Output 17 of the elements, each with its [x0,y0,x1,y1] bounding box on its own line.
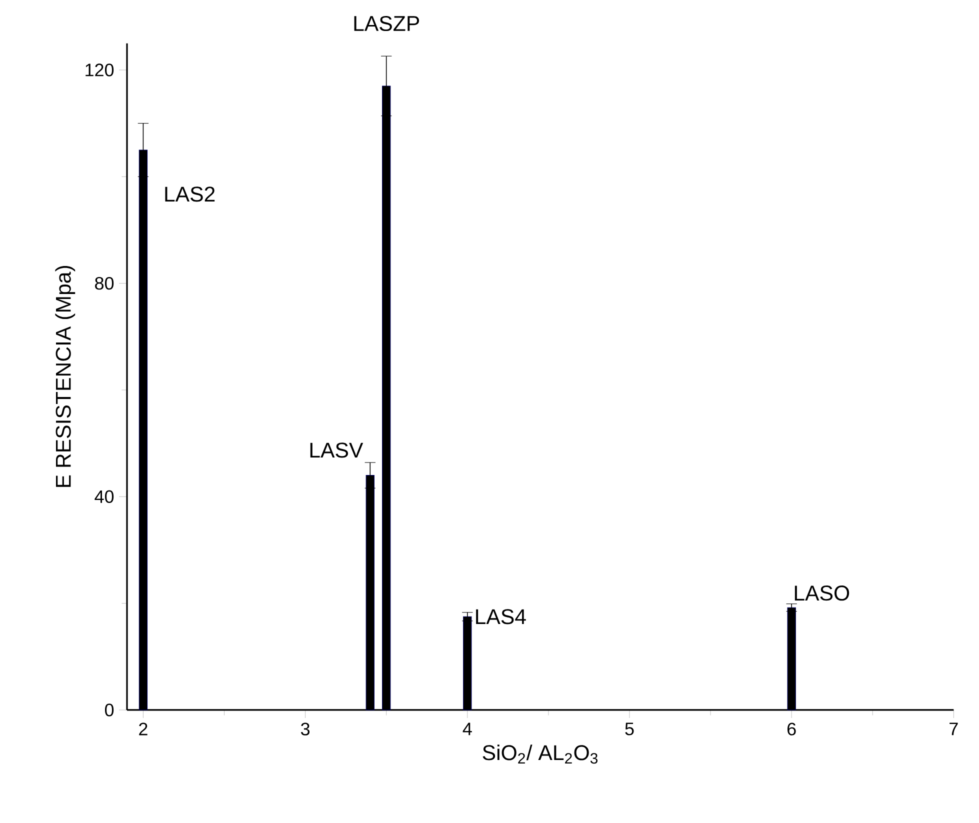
annotation: LAS4 [476,609,526,624]
x-axis-title: SiO$_{2}$/ AL$_{2}$O$_{3}$ [482,744,598,764]
annotation: LASO [794,586,850,601]
y-tick-label: 120 [86,64,114,76]
annotation: LASZP [354,16,420,32]
x-tick-label: 3 [300,722,310,736]
x-tick-label: 5 [625,722,634,736]
y-tick-label: 0 [104,704,114,716]
y-tick-label: 80 [95,276,114,290]
annotation: LASV [310,442,364,458]
x-tick-label: 6 [787,722,796,736]
x-tick-label: 7 [950,722,958,736]
x-tick-label: 2 [139,722,148,736]
x-tick-label: 4 [462,722,472,736]
annotation: LAS2 [165,186,215,202]
y-axis-title: E RESISTENCIA (Mpa) [55,266,76,487]
y-tick-label: 40 [94,490,114,504]
